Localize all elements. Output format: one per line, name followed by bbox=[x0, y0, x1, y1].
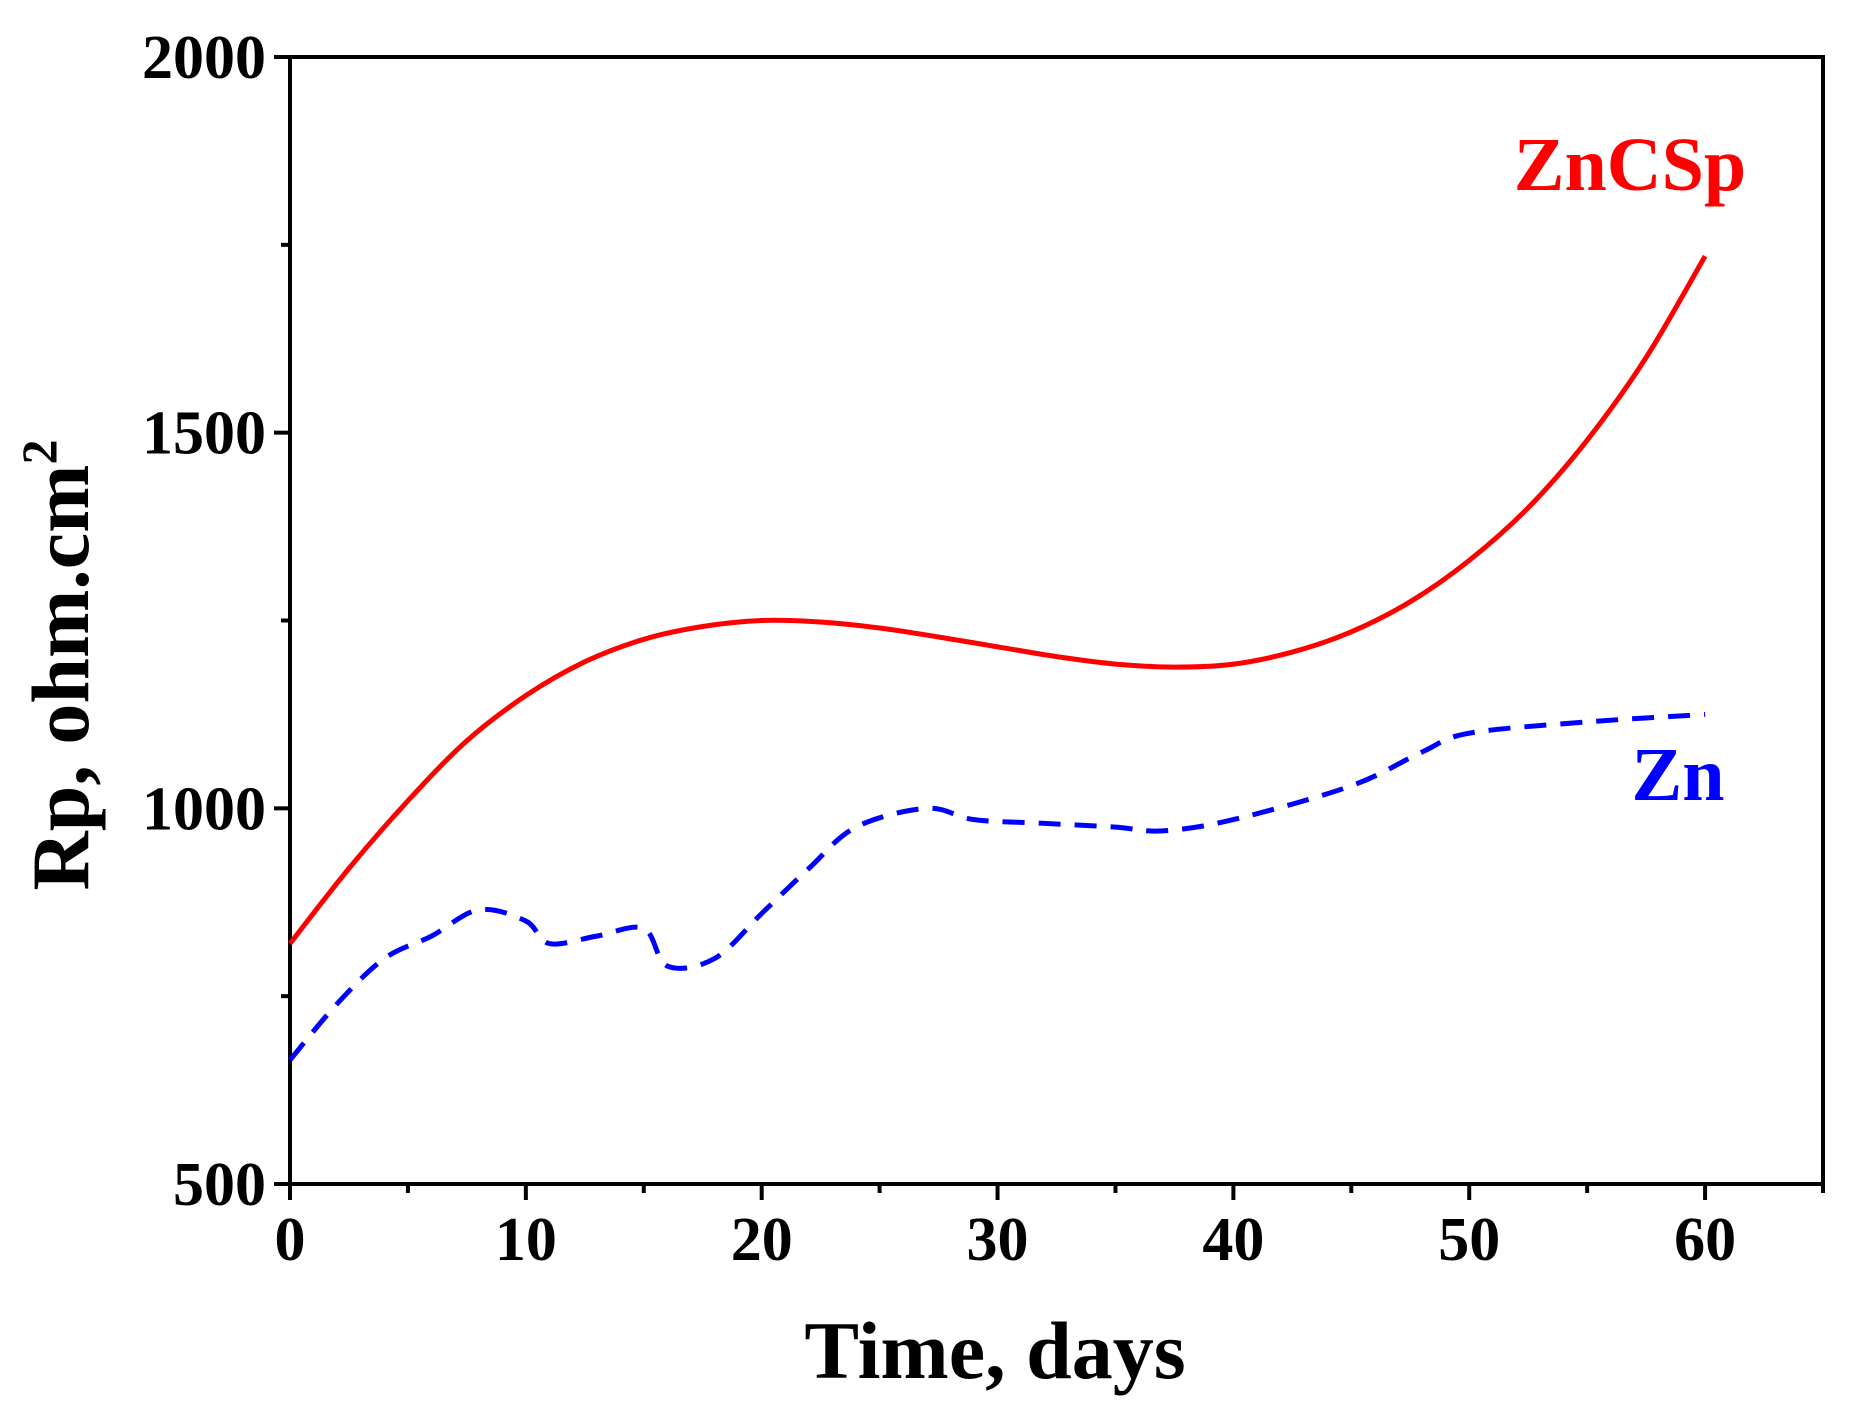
x-tick-label-30: 30 bbox=[967, 1206, 1029, 1274]
y-tick-label-1000: 1000 bbox=[142, 775, 266, 843]
x-tick-label-10: 10 bbox=[495, 1206, 557, 1274]
plot-frame bbox=[288, 55, 1825, 1186]
x-tick-label-40: 40 bbox=[1202, 1206, 1264, 1274]
series-line-zn bbox=[288, 711, 1706, 1062]
series-label-zncsp: ZnCSp bbox=[1514, 123, 1746, 207]
y-tick-label-500: 500 bbox=[173, 1151, 266, 1219]
x-axis-title: Time, days bbox=[804, 1305, 1185, 1396]
x-tick-label-20: 20 bbox=[731, 1206, 793, 1274]
x-tick-label-60: 60 bbox=[1674, 1206, 1736, 1274]
series-line-zncsp bbox=[288, 254, 1708, 946]
x-tick-label-50: 50 bbox=[1438, 1206, 1500, 1274]
y-axis-title-superscript: 2 bbox=[11, 440, 67, 465]
y-axis-title: Rp, ohm.cm2 bbox=[11, 440, 106, 891]
x-tick-label-0: 0 bbox=[275, 1206, 306, 1274]
series-lines bbox=[288, 254, 1708, 1062]
y-tick-label-2000: 2000 bbox=[142, 24, 266, 92]
y-tick-label-1500: 1500 bbox=[142, 400, 266, 468]
axis-ticks: 0 10 20 30 40 50 60 500 1000 1500 2000 bbox=[142, 24, 1825, 1274]
series-label-zn: Zn bbox=[1632, 733, 1725, 817]
y-axis-title-main: Rp, ohm.cm bbox=[15, 465, 106, 891]
